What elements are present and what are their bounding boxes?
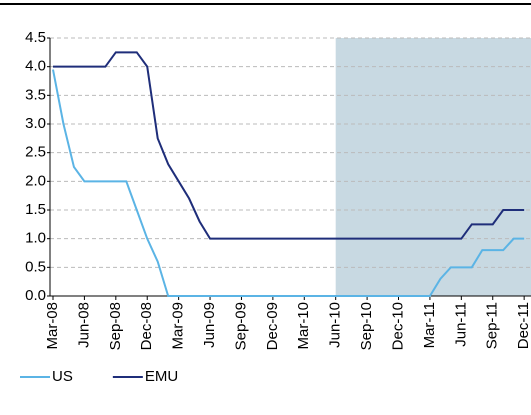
x-tick-label: Sep-08: [107, 302, 124, 350]
legend-label: US: [52, 368, 73, 385]
x-tick-label: Mar-11: [421, 302, 438, 348]
y-tick-label: 2.5: [25, 144, 46, 161]
y-tick-label: 3.0: [25, 115, 46, 132]
x-tick-label: Sep-11: [484, 302, 501, 349]
y-tick-label: 0.5: [25, 258, 46, 275]
x-tick-label: Dec-11: [515, 302, 531, 349]
x-tick-label: Mar-10: [295, 302, 312, 350]
x-tick-label: Jun-08: [75, 302, 92, 348]
y-tick-label: 1.5: [25, 201, 46, 218]
x-tick-label: Dec-10: [389, 302, 406, 350]
x-tick-label: Mar-09: [170, 302, 187, 350]
y-tick-label: 1.0: [25, 230, 46, 247]
shaded-region: [335, 38, 531, 296]
y-tick-label: 2.0: [25, 172, 46, 189]
x-tick-label: Dec-08: [138, 302, 155, 350]
y-tick-label: 4.5: [25, 29, 46, 46]
x-tick-label: Sep-09: [232, 302, 249, 350]
x-tick-label: Dec-09: [264, 302, 281, 350]
x-tick-label: Jun-09: [201, 302, 218, 348]
series-line: [52, 69, 525, 297]
y-tick-label: 0.0: [25, 287, 46, 304]
y-tick-label: 3.5: [25, 86, 46, 103]
x-tick-label: Jun-11: [452, 302, 469, 347]
top-rule: [0, 3, 531, 5]
x-tick-label: Mar-08: [44, 302, 61, 350]
y-tick-label: 4.0: [25, 58, 46, 75]
x-tick-label: Sep-10: [358, 302, 375, 350]
series-line: [53, 51, 525, 240]
legend-label: EMU: [145, 368, 178, 385]
x-tick-label: Jun-10: [327, 302, 344, 348]
